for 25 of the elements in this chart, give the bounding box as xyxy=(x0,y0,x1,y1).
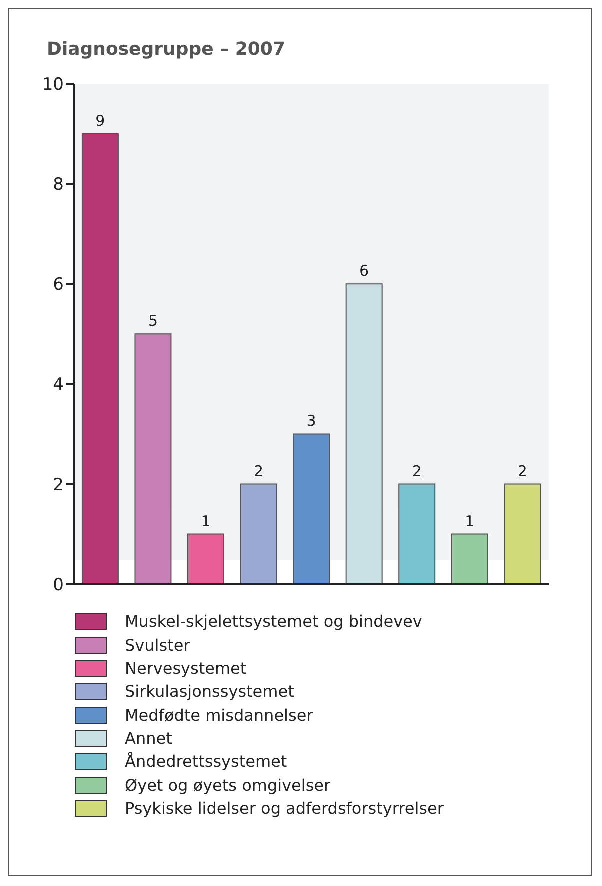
data-label: 2 xyxy=(518,462,528,480)
data-label: 2 xyxy=(254,462,264,480)
legend-label: Nervesystemet xyxy=(125,659,247,678)
data-label: 3 xyxy=(306,412,316,430)
legend-label: Psykiske lidelser og adferdsforstyrrelser xyxy=(125,798,444,818)
data-label: 6 xyxy=(360,262,370,280)
y-tick-label: 6 xyxy=(53,275,64,296)
legend-label: Åndedrettssystemet xyxy=(125,752,288,772)
data-label: 5 xyxy=(148,312,158,330)
data-label: 9 xyxy=(96,112,106,130)
legend-label: Annet xyxy=(125,728,172,748)
legend-label: Svulster xyxy=(125,636,190,655)
legend-label: Medfødte misdannelser xyxy=(125,706,314,725)
data-label: 2 xyxy=(412,462,422,480)
data-label: 1 xyxy=(465,512,475,530)
y-tick-label: 0 xyxy=(53,575,64,596)
y-tick-label: 10 xyxy=(42,75,64,96)
legend-label: Muskel-skjelettsystemet og bindevev xyxy=(125,612,422,632)
legend-label: Øyet og øyets omgivelser xyxy=(125,776,331,795)
data-label: 1 xyxy=(201,512,211,530)
y-tick-label: 2 xyxy=(53,475,64,496)
y-tick-label: 4 xyxy=(53,375,64,396)
y-tick-label: 8 xyxy=(53,175,64,196)
legend-label: Sirkulasjonssystemet xyxy=(125,682,294,702)
chart-title: Diagnosegruppe – 2007 xyxy=(47,39,286,60)
